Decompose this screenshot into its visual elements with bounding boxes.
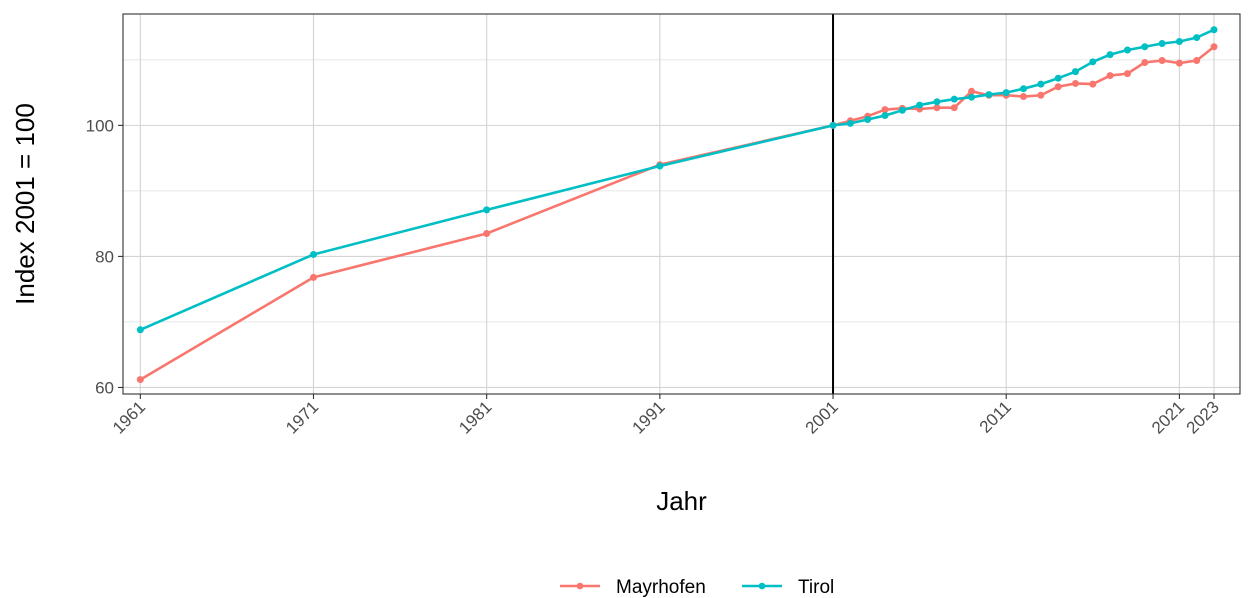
data-point-tirol xyxy=(881,112,889,120)
x-tick-label: 1961 xyxy=(109,397,149,437)
data-point-tirol xyxy=(1054,74,1062,82)
data-point-mayrhofen xyxy=(1089,80,1097,88)
data-point-tirol xyxy=(1089,58,1097,66)
data-point-mayrhofen xyxy=(1037,91,1045,99)
panel-border xyxy=(122,13,1241,395)
data-point-tirol xyxy=(829,121,837,129)
data-point-tirol xyxy=(1106,51,1114,59)
data-point-tirol xyxy=(309,250,317,258)
data-point-tirol xyxy=(916,101,924,109)
data-point-mayrhofen xyxy=(1141,58,1149,66)
legend-label-mayrhofen: Mayrhofen xyxy=(616,577,706,598)
legend-key-point-tirol xyxy=(758,582,766,590)
data-point-tirol xyxy=(985,91,993,99)
series-line-mayrhofen xyxy=(139,45,1216,381)
data-point-mayrhofen xyxy=(933,104,941,112)
data-point-tirol xyxy=(933,98,941,106)
data-point-tirol xyxy=(1002,89,1010,97)
legend-label-tirol: Tirol xyxy=(798,577,834,598)
data-point-mayrhofen xyxy=(1123,70,1131,78)
data-point-tirol xyxy=(846,119,854,127)
data-point-mayrhofen xyxy=(309,273,317,281)
data-point-tirol xyxy=(968,93,976,101)
x-tick-label: 2011 xyxy=(976,397,1015,436)
data-point-tirol xyxy=(1123,46,1131,54)
data-point-tirol xyxy=(656,162,664,170)
y-tick-label: 60 xyxy=(95,378,114,397)
data-point-tirol xyxy=(136,326,144,334)
data-point-tirol xyxy=(1141,43,1149,51)
data-point-tirol xyxy=(1175,38,1183,46)
x-tick-label: 1971 xyxy=(282,397,322,437)
legend-item-tirol: Tirol xyxy=(742,577,834,598)
data-point-mayrhofen xyxy=(483,229,491,237)
y-tick-label: 80 xyxy=(95,247,114,266)
data-point-mayrhofen xyxy=(1210,43,1218,51)
legend-key-point-mayrhofen xyxy=(576,582,584,590)
data-point-tirol xyxy=(1037,80,1045,88)
data-point-tirol xyxy=(1210,26,1218,34)
x-tick-label: 1981 xyxy=(455,397,495,437)
data-point-mayrhofen xyxy=(950,104,958,112)
x-tick-label: 2021 xyxy=(1148,397,1188,437)
data-point-tirol xyxy=(864,115,872,123)
data-point-tirol xyxy=(1071,68,1079,76)
data-point-tirol xyxy=(1193,34,1201,42)
data-point-mayrhofen xyxy=(881,106,889,114)
y-tick-label: 100 xyxy=(86,116,114,135)
data-point-tirol xyxy=(1158,39,1166,47)
data-point-mayrhofen xyxy=(968,87,976,95)
data-point-mayrhofen xyxy=(1193,57,1201,65)
data-point-tirol xyxy=(898,106,906,114)
data-point-tirol xyxy=(483,206,491,214)
data-point-mayrhofen xyxy=(1175,59,1183,67)
data-point-mayrhofen xyxy=(1071,79,1079,87)
x-tick-label: 1991 xyxy=(628,397,668,437)
series-layer xyxy=(136,26,1218,384)
data-point-mayrhofen xyxy=(1020,93,1028,101)
y-axis-title: Index 2001 = 100 xyxy=(10,103,40,305)
data-point-mayrhofen xyxy=(136,376,144,384)
data-point-mayrhofen xyxy=(1054,83,1062,91)
legend-item-mayrhofen: Mayrhofen xyxy=(560,577,706,598)
data-point-mayrhofen xyxy=(1106,72,1114,80)
data-point-tirol xyxy=(1020,85,1028,93)
x-tick-label: 2023 xyxy=(1183,397,1223,437)
legend: Mayrhofen Tirol xyxy=(560,577,834,598)
data-point-tirol xyxy=(950,95,958,103)
x-tick-label: 2001 xyxy=(802,397,842,437)
data-point-mayrhofen xyxy=(1158,57,1166,65)
x-axis-title: Jahr xyxy=(656,486,707,516)
